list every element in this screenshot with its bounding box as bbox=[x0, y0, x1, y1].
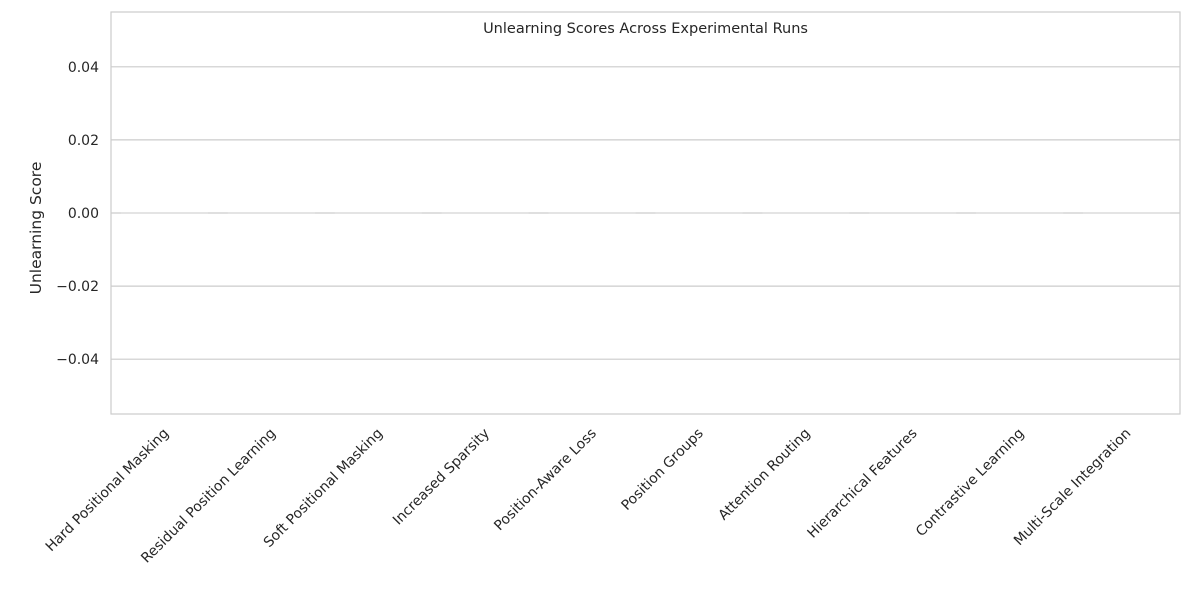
x-tick-label: Hard Positional Masking bbox=[43, 426, 172, 555]
x-tick-label: Hierarchical Features bbox=[805, 426, 921, 542]
y-tick-label: −0.02 bbox=[56, 279, 99, 295]
x-tick-label: Position Groups bbox=[618, 426, 706, 514]
x-tick-label: Multi-Scale Integration bbox=[1011, 426, 1134, 549]
x-tick-label: Contrastive Learning bbox=[913, 426, 1027, 540]
y-tick-label: 0.04 bbox=[68, 60, 99, 76]
y-axis-label: Unlearning Score bbox=[27, 162, 45, 295]
y-tick-label: −0.04 bbox=[56, 352, 99, 368]
x-tick-label: Soft Positional Masking bbox=[261, 426, 386, 551]
x-tick-label: Attention Routing bbox=[716, 426, 814, 524]
y-tick-label: 0.02 bbox=[68, 133, 99, 149]
x-tick-label: Increased Sparsity bbox=[390, 426, 493, 529]
chart-title: Unlearning Scores Across Experimental Ru… bbox=[483, 21, 808, 37]
y-tick-label: 0.00 bbox=[68, 206, 99, 222]
y-tick-labels: −0.04 −0.02 0.00 0.02 0.04 bbox=[56, 60, 99, 368]
x-tick-label: Position-Aware Loss bbox=[491, 426, 600, 535]
